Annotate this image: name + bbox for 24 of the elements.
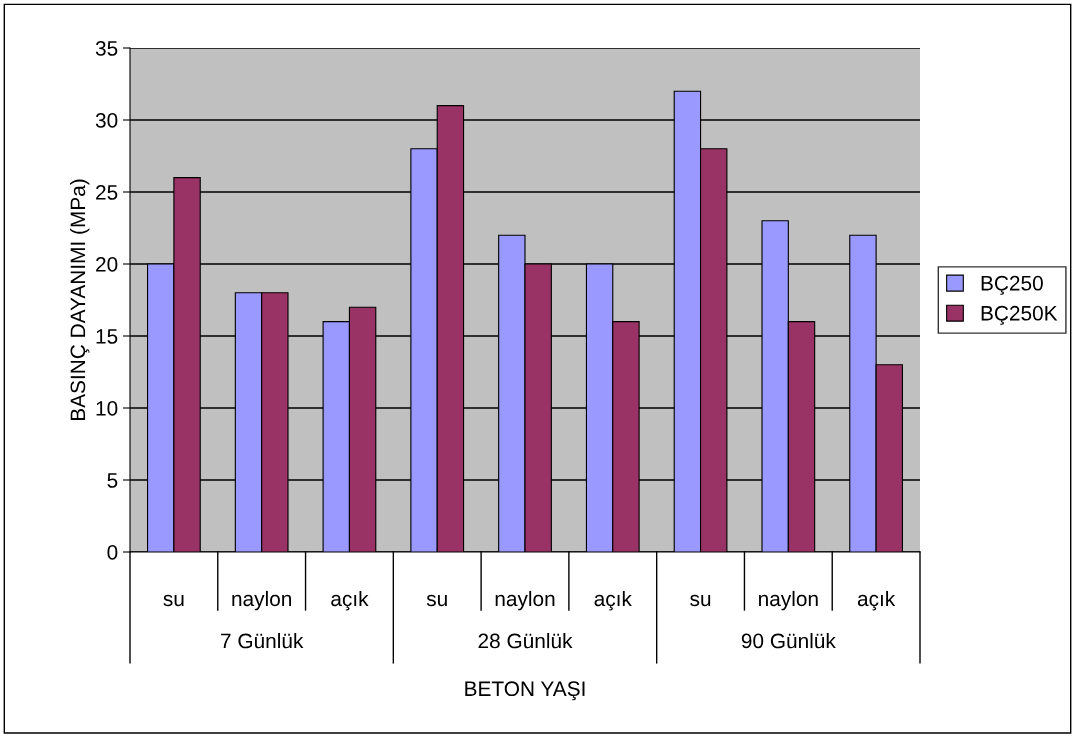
x-tick-label: naylon <box>232 590 292 611</box>
y-tick-label: 0 <box>107 545 118 560</box>
x-tick-label: su <box>426 594 447 607</box>
legend-label: BÇ250 <box>981 275 1043 295</box>
x-tick-label: açık <box>331 590 369 611</box>
x-tick-label: naylon <box>759 590 818 611</box>
y-tick-label: 20 <box>96 257 118 272</box>
y-tick-label: 30 <box>95 113 118 128</box>
y-axis-title: BASINÇ DAYANIMI (MPa) <box>69 179 90 421</box>
x-tick-label: su <box>690 594 711 607</box>
y-tick-label: 10 <box>96 401 118 416</box>
y-tick-label: 25 <box>96 185 118 200</box>
y-tick-label: 15 <box>96 329 118 344</box>
x-tick-label: naylon <box>495 590 555 611</box>
x-axis-title: BETON YAŞI <box>465 681 585 701</box>
text: 7 Günlük <box>221 633 304 649</box>
y-tick-label: 35 <box>95 41 118 56</box>
x-tick-label: açık <box>594 590 632 611</box>
x-tick-label: su <box>163 594 184 607</box>
text: 28 Günlük <box>478 633 573 649</box>
y-tick-label: 5 <box>107 473 118 488</box>
legend-label: BÇ250K <box>981 305 1058 325</box>
x-tick-label: açık <box>857 590 896 611</box>
text: 90 Günlük <box>741 633 836 649</box>
